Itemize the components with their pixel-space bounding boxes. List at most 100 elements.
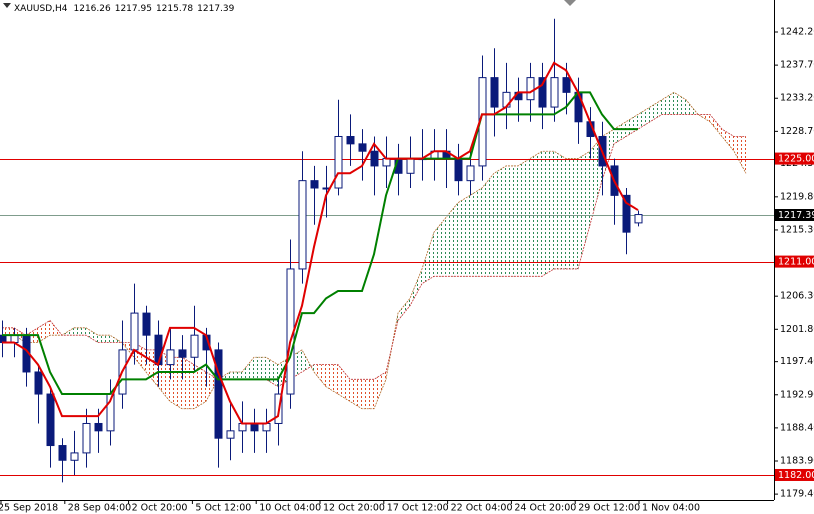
- candle-body: [82, 422, 91, 454]
- cloud-segment: [518, 158, 530, 277]
- candle-body: [166, 349, 175, 366]
- header-open: 1216.26: [74, 4, 111, 14]
- y-tick-label: 1228.70: [780, 126, 814, 137]
- candle-body: [346, 135, 355, 145]
- candle-body: [370, 150, 379, 167]
- candle-body: [0, 334, 7, 344]
- y-tick-label: 1233.20: [780, 93, 814, 104]
- candle-body: [490, 77, 499, 108]
- cloud-segment: [170, 357, 182, 409]
- symbol: XAUUSD,H4: [14, 4, 68, 14]
- y-tick-label: 1242.20: [780, 27, 814, 38]
- cloud-segment: [98, 335, 110, 343]
- candle-body: [622, 194, 631, 233]
- chart-header: XAUUSD,H4 1216.26 1217.95 1215.78 1217.39: [14, 4, 235, 14]
- cloud-segment: [554, 151, 566, 269]
- cloud-segment: [254, 357, 266, 380]
- candle-body: [250, 422, 259, 432]
- candle-body: [142, 312, 151, 336]
- cloud-segment: [434, 217, 446, 277]
- header-close: 1217.39: [197, 4, 234, 14]
- x-tick-label: 2 Oct 20:00: [132, 503, 188, 514]
- cloud-segment: [662, 92, 674, 115]
- candle-body: [190, 334, 199, 358]
- cloud-segment: [86, 327, 98, 343]
- candle-body: [358, 143, 367, 152]
- y-tick-label: 1219.80: [780, 191, 814, 202]
- cloud-segment: [470, 188, 482, 277]
- candle-body: [634, 214, 643, 224]
- cloud-segment: [2, 327, 14, 336]
- level-label: 1225.00: [778, 154, 814, 165]
- cloud-segment: [350, 379, 362, 409]
- candle-body: [526, 77, 535, 101]
- y-tick-label: 1179.40: [780, 489, 814, 500]
- cloud-segment: [446, 202, 458, 277]
- span-a-line: [2, 91, 747, 410]
- cloud-segment: [482, 173, 494, 277]
- level-label-box: [775, 468, 814, 481]
- cloud-segment: [194, 364, 206, 409]
- cloud-segment: [314, 364, 326, 387]
- x-tick-label: 10 Oct 04:00: [259, 503, 321, 514]
- cloud-segment: [578, 151, 590, 269]
- cloud-segment: [362, 379, 374, 409]
- candle-body: [130, 312, 139, 351]
- candle-body: [562, 77, 571, 93]
- level-label: 1182.00: [778, 470, 814, 481]
- candle-body: [262, 422, 271, 432]
- cloud-segment: [62, 327, 74, 336]
- candle-body: [94, 422, 103, 432]
- span-b-line: [2, 114, 746, 388]
- x-tick-label: 12 Oct 20:00: [323, 503, 385, 514]
- cloud-segment: [410, 268, 422, 306]
- candle-body: [382, 158, 391, 167]
- x-tick-label: 17 Oct 12:00: [387, 503, 449, 514]
- cloud-segment: [242, 357, 254, 380]
- current-price-box: [775, 209, 814, 221]
- cloud-segment: [38, 320, 50, 343]
- candle-body: [574, 91, 583, 123]
- tenkan-line: [2, 61, 639, 425]
- y-tick-label: 1206.30: [780, 291, 814, 302]
- cloud-segment: [674, 92, 686, 115]
- cloud-segment: [398, 298, 410, 321]
- level-label-box: [775, 152, 814, 165]
- menu-icon[interactable]: [3, 3, 11, 8]
- cloud-segment: [182, 357, 194, 409]
- cloud-segment: [566, 158, 578, 269]
- candle-body: [334, 135, 343, 189]
- header-low: 1215.78: [156, 4, 193, 14]
- y-tick-label: 1192.90: [780, 389, 814, 400]
- x-tick-label: 29 Oct 12:00: [578, 503, 640, 514]
- y-tick-label: 1237.70: [780, 60, 814, 71]
- current-price-label: 1217.39: [778, 210, 814, 221]
- cloud-segment: [374, 371, 386, 409]
- cloud-segment: [74, 327, 86, 336]
- cloud-segment: [506, 165, 518, 277]
- cloud-segment: [230, 371, 242, 380]
- candle-body: [10, 334, 19, 344]
- cloud-segment: [458, 195, 470, 277]
- candle-body: [454, 158, 463, 182]
- shift-marker[interactable]: [564, 0, 576, 6]
- cloud-segment: [494, 165, 506, 277]
- candle-body: [58, 445, 67, 461]
- cloud-segment: [542, 151, 554, 277]
- cloud-segment: [326, 364, 338, 395]
- x-tick-label: 28 Sep 04:00: [68, 503, 131, 514]
- x-tick-label: 1 Nov 04:00: [642, 503, 700, 514]
- y-tick-label: 1188.40: [780, 422, 814, 433]
- y-tick-label: 1201.80: [780, 324, 814, 335]
- cloud-segment: [422, 232, 434, 284]
- candle-body: [406, 158, 415, 174]
- x-tick-label: 5 Oct 12:00: [195, 503, 251, 514]
- y-tick-label: 1215.30: [780, 224, 814, 235]
- candle-body: [466, 165, 475, 182]
- candle-body: [298, 180, 307, 270]
- plot-area: [0, 18, 774, 483]
- y-tick-label: 1183.90: [780, 456, 814, 467]
- candle-body: [538, 77, 547, 108]
